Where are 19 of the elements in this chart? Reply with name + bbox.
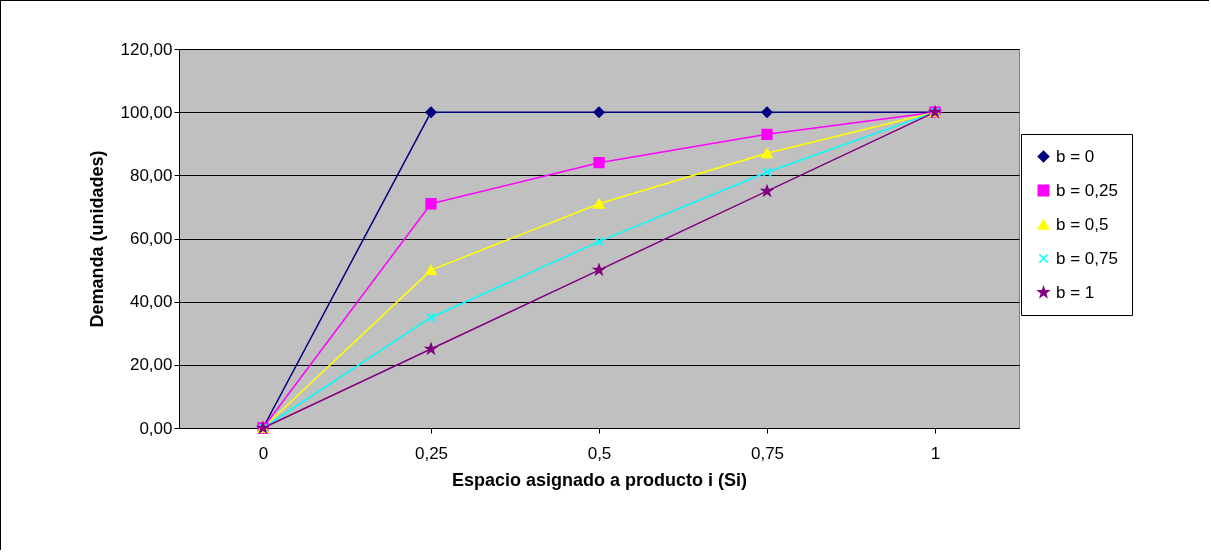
legend-label: b = 0,75 bbox=[1056, 248, 1118, 268]
legend-label: b = 0,5 bbox=[1056, 214, 1109, 234]
y-tick-label: 60,00 bbox=[129, 229, 173, 248]
x-tick-label: 0 bbox=[258, 443, 269, 463]
x-tick-label: 0,5 bbox=[587, 443, 612, 463]
x-axis-title: Espacio asignado a producto i (Si) bbox=[451, 469, 748, 490]
y-tick-label: 120,00 bbox=[120, 39, 173, 59]
legend-label: b = 0,25 bbox=[1056, 180, 1118, 200]
y-tick-label: 100,00 bbox=[120, 102, 173, 122]
x-tick-label: 0,25 bbox=[414, 443, 449, 463]
x-tick-label: 0,75 bbox=[750, 443, 785, 463]
legend-label: b = 0 bbox=[1056, 146, 1095, 166]
y-tick-label: 80,00 bbox=[129, 165, 173, 185]
legend-label: b = 1 bbox=[1056, 282, 1095, 302]
y-tick-label: 0,00 bbox=[139, 418, 173, 438]
y-tick-label: 20,00 bbox=[129, 355, 173, 375]
y-tick-label: 40,00 bbox=[129, 292, 173, 312]
y-axis-title: Demanda (unidades) bbox=[86, 150, 107, 328]
x-tick-label: 1 bbox=[930, 443, 941, 463]
